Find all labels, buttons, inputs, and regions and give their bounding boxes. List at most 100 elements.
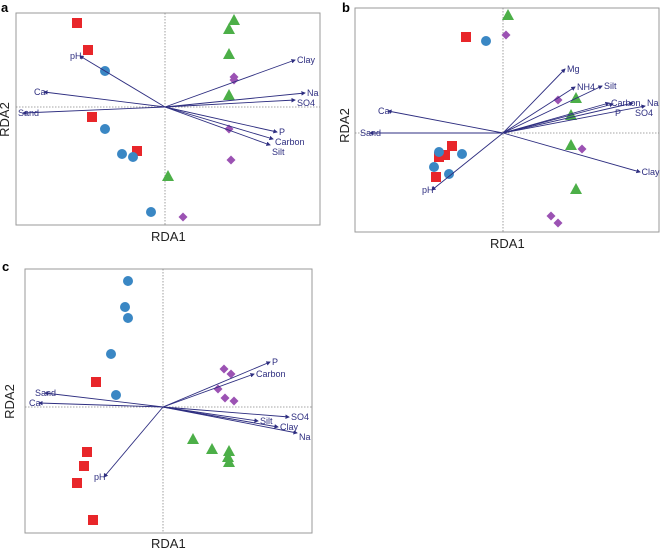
panel-a-point-blue [128, 152, 138, 162]
panel-c-point-blue [123, 313, 133, 323]
panel-b-point-red [461, 32, 471, 42]
panel-b-point-green [570, 183, 582, 194]
panel-b-point-red [431, 172, 441, 182]
panel-a-vector-na [164, 91, 306, 108]
panel-b-point-red [447, 141, 457, 151]
panel-b-vector-ca [387, 109, 504, 134]
panel-c-point-purple [226, 369, 236, 379]
panel-a-vector-carbon [164, 106, 274, 141]
panel-a-vector-label-so4: SO4 [297, 98, 315, 108]
panel-a-vector-label-na: Na [307, 88, 319, 98]
panel-c-vector-carbon [162, 373, 255, 408]
panel-a-label: a [1, 0, 9, 15]
panel-a-vector-clay [164, 59, 296, 108]
panel-c-point-red [88, 515, 98, 525]
panel-c-point-purple [220, 393, 230, 403]
panel-c-vector-label-silt: Silt [260, 416, 273, 426]
panel-c-point-red [82, 447, 92, 457]
panel-c-point-purple [213, 384, 223, 394]
panel-b-point-purple [553, 95, 563, 105]
panel-a-point-blue [146, 207, 156, 217]
panel-b-point-purple [577, 144, 587, 154]
panel-c-vector-label-p: P [272, 357, 278, 367]
panel-b-point-green [502, 9, 514, 20]
panel-a-point-red [132, 146, 142, 156]
panel-c-point-red [91, 377, 101, 387]
panel-c-point-green [187, 433, 199, 444]
panel-c-vector-sand [44, 391, 164, 408]
panel-b-vector-clay [502, 132, 641, 174]
panel-a-point-green [162, 170, 174, 181]
panel-b-vector-label-ph: pH [422, 185, 434, 195]
panel-b-point-blue [434, 147, 444, 157]
panel-a-vector-ca [43, 90, 166, 108]
panel-c-point-blue [106, 349, 116, 359]
panel-a-vector-label-clay: Clay [297, 55, 316, 65]
panel-c-vector-p [162, 361, 271, 408]
panel-c-point-green [222, 451, 234, 462]
panel-b-vector-label-na: Na [647, 98, 659, 108]
panel-a-point-blue [117, 149, 127, 159]
panel-b-frame [354, 7, 660, 233]
panel-a-vector-label-ph: pH [70, 51, 82, 61]
panel-a-point-red [87, 112, 97, 122]
panel-b-vector-silt [502, 85, 603, 134]
panel-c-vector-so4 [162, 406, 290, 419]
panel-b-vector-label-silt: Silt [604, 81, 617, 91]
panel-c-point-purple [219, 364, 229, 374]
panel-b-vector-so4 [502, 101, 634, 134]
panel-b-vector-label-so4: SO4 [635, 108, 653, 118]
panel-c-vector-ph [103, 406, 164, 478]
panel-b-vector-label-sand: Sand [360, 128, 381, 138]
panel-b-point-red [440, 150, 450, 160]
panel-b-point-blue [444, 169, 454, 179]
panel-a-xlabel: RDA1 [151, 229, 186, 244]
panel-a-point-red [83, 45, 93, 55]
panel-a-vector-label-p: P [279, 127, 285, 137]
panel-c-point-purple [229, 396, 239, 406]
panel-b-vector-mg [502, 68, 566, 134]
panel-a-point-green [228, 14, 240, 25]
panel-b-vector-p [502, 102, 614, 134]
panel-c-point-green [223, 456, 235, 467]
panel-c-label: c [2, 259, 10, 274]
panel-c-vector-label-so4: SO4 [291, 412, 309, 422]
panel-a-vector-p [164, 106, 278, 134]
panel-a-vector-label-ca: Ca [34, 87, 46, 97]
panel-a-vector-silt [164, 106, 271, 146]
panel-b-point-green [570, 92, 582, 103]
panel-c-vector-label-sand: Sand [35, 388, 56, 398]
panel-b-vector-label-carbon: Carbon [611, 98, 641, 108]
panel-b-vector-nh4 [502, 86, 576, 134]
panel-c-point-green [206, 443, 218, 454]
panel-a-vector-label-carbon: Carbon [275, 137, 305, 147]
panel-c-vector-label-ph: pH [94, 472, 106, 482]
panel-c-point-blue [120, 302, 130, 312]
panel-b-vector-label-clay: Clay [641, 167, 660, 177]
panel-c-point-red [79, 461, 89, 471]
panel-c-vector-label-clay: Clay [280, 422, 299, 432]
panel-b-vector-label-p: P [615, 108, 621, 118]
panel-c-vector-ca [38, 400, 164, 408]
panel-c-point-blue [111, 390, 121, 400]
panel-a-vector-label-silt: Silt [272, 147, 285, 157]
panel-a-vector-sand [22, 106, 166, 116]
panel-a-point-purple [229, 75, 239, 85]
panel-c-frame [24, 268, 313, 534]
panel-a-frame [15, 12, 321, 226]
panel-b-point-blue [481, 36, 491, 46]
panel-a-point-purple [178, 212, 188, 222]
panel-b-vector-na [502, 104, 646, 134]
panel-b-xlabel: RDA1 [490, 236, 525, 251]
panel-c-point-green [223, 445, 235, 456]
panel-b-point-purple [546, 211, 556, 221]
panel-b-label: b [342, 0, 350, 15]
panel-a-vector-ph [79, 55, 166, 108]
panel-a-point-green [223, 23, 235, 34]
panel-a-point-green [223, 89, 235, 100]
panel-b-point-purple [501, 30, 511, 40]
panel-b-point-green [565, 139, 577, 150]
panel-c-vector-label-ca: Ca [29, 398, 41, 408]
panel-c-point-blue [123, 276, 133, 286]
